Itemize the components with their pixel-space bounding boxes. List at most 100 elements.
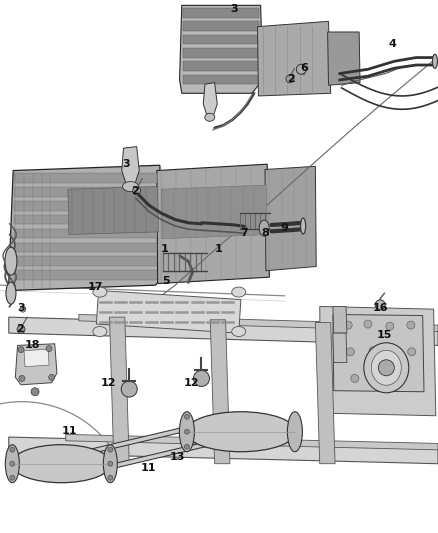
- Circle shape: [18, 346, 24, 353]
- Text: 11: 11: [61, 426, 77, 435]
- Text: 3: 3: [17, 303, 25, 313]
- Text: 18: 18: [25, 341, 41, 350]
- Polygon shape: [14, 215, 157, 224]
- Circle shape: [10, 447, 15, 452]
- Polygon shape: [157, 164, 269, 284]
- Circle shape: [108, 447, 113, 452]
- Polygon shape: [315, 322, 335, 464]
- Circle shape: [369, 346, 377, 355]
- Polygon shape: [14, 256, 157, 266]
- Circle shape: [20, 306, 26, 312]
- Ellipse shape: [103, 445, 117, 483]
- Ellipse shape: [5, 445, 19, 483]
- Circle shape: [386, 322, 394, 330]
- Circle shape: [407, 321, 415, 329]
- Polygon shape: [14, 229, 157, 238]
- Circle shape: [408, 348, 416, 356]
- Polygon shape: [183, 48, 259, 58]
- Text: 3: 3: [122, 159, 130, 169]
- Text: 17: 17: [88, 282, 103, 292]
- Polygon shape: [328, 32, 360, 85]
- Circle shape: [17, 325, 25, 334]
- Ellipse shape: [93, 327, 107, 336]
- Polygon shape: [333, 314, 424, 392]
- Text: 5: 5: [162, 277, 170, 286]
- Text: 9: 9: [280, 223, 288, 233]
- Polygon shape: [9, 437, 438, 464]
- Circle shape: [286, 75, 294, 83]
- Circle shape: [108, 461, 113, 466]
- Polygon shape: [210, 320, 230, 464]
- Text: 2: 2: [131, 186, 139, 196]
- Circle shape: [10, 461, 15, 466]
- Polygon shape: [183, 75, 259, 84]
- Polygon shape: [320, 306, 436, 416]
- Text: 2: 2: [16, 325, 24, 334]
- Text: 8: 8: [261, 229, 269, 238]
- Circle shape: [194, 370, 209, 386]
- Circle shape: [184, 414, 189, 419]
- Polygon shape: [183, 8, 259, 18]
- Circle shape: [375, 300, 385, 310]
- Polygon shape: [24, 349, 49, 367]
- Circle shape: [351, 374, 359, 383]
- Text: 2: 2: [287, 74, 295, 84]
- Circle shape: [395, 372, 403, 381]
- Ellipse shape: [371, 350, 401, 385]
- Polygon shape: [333, 333, 347, 362]
- Circle shape: [184, 444, 189, 449]
- Polygon shape: [66, 434, 438, 450]
- Ellipse shape: [123, 182, 138, 191]
- Polygon shape: [183, 21, 259, 31]
- Polygon shape: [258, 21, 331, 96]
- Text: 12: 12: [184, 378, 200, 387]
- Polygon shape: [14, 243, 157, 252]
- Polygon shape: [161, 185, 267, 239]
- Ellipse shape: [205, 113, 215, 122]
- Ellipse shape: [186, 411, 296, 452]
- Polygon shape: [265, 166, 316, 271]
- Text: 1: 1: [214, 245, 222, 254]
- Polygon shape: [79, 314, 438, 332]
- Circle shape: [346, 348, 354, 356]
- Circle shape: [108, 475, 113, 480]
- Text: 4: 4: [388, 39, 396, 49]
- Circle shape: [373, 373, 381, 382]
- Polygon shape: [96, 290, 241, 333]
- Circle shape: [378, 360, 394, 376]
- Polygon shape: [9, 165, 162, 290]
- Circle shape: [31, 387, 39, 396]
- Ellipse shape: [11, 445, 111, 483]
- Circle shape: [364, 320, 372, 328]
- Ellipse shape: [259, 220, 269, 236]
- Ellipse shape: [6, 282, 16, 304]
- Ellipse shape: [300, 218, 306, 234]
- Polygon shape: [122, 147, 139, 184]
- Polygon shape: [203, 83, 217, 115]
- Ellipse shape: [232, 287, 246, 297]
- Polygon shape: [180, 5, 263, 93]
- Ellipse shape: [93, 287, 107, 297]
- Circle shape: [19, 375, 25, 382]
- Circle shape: [49, 374, 55, 381]
- Circle shape: [389, 345, 397, 354]
- Text: 1: 1: [160, 245, 168, 254]
- Text: 6: 6: [300, 63, 308, 73]
- Circle shape: [46, 345, 52, 352]
- Text: 3: 3: [230, 4, 238, 14]
- Text: 13: 13: [170, 453, 185, 462]
- Text: 7: 7: [240, 229, 248, 238]
- Ellipse shape: [5, 247, 17, 275]
- Polygon shape: [183, 35, 259, 44]
- Circle shape: [297, 64, 306, 74]
- Polygon shape: [14, 201, 157, 211]
- Polygon shape: [14, 173, 157, 183]
- Ellipse shape: [287, 411, 302, 452]
- Circle shape: [10, 475, 15, 480]
- Text: 12: 12: [101, 378, 117, 387]
- Circle shape: [121, 381, 137, 397]
- Polygon shape: [183, 61, 259, 71]
- Circle shape: [133, 187, 141, 195]
- Polygon shape: [14, 270, 157, 280]
- Circle shape: [344, 321, 352, 329]
